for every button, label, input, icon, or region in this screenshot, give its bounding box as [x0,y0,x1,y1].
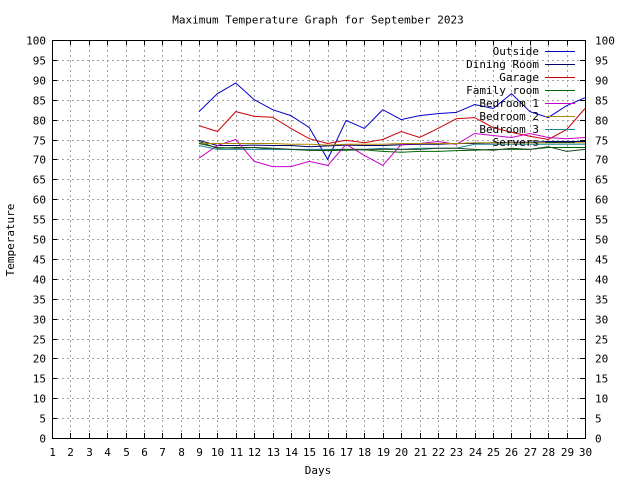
y-tick-label-left: 35 [33,294,46,307]
y-tick-label-right: 70 [595,154,608,167]
x-tick-label: 9 [196,446,203,459]
series-line-bedroom-2 [199,142,585,146]
y-tick-label-left: 55 [33,214,46,227]
y-tick-label-left: 65 [33,174,46,187]
legend-label-bedroom-3: Bedroom 3 [479,123,539,136]
x-tick-label: 2 [67,446,74,459]
y-axis-label: Temperature [4,204,17,277]
legend-label-outside: Outside [493,45,539,58]
y-tick-label-left: 10 [33,393,46,406]
series-line-outside [198,82,586,161]
y-tick-label-left: 95 [33,55,46,68]
y-tick-label-left: 25 [33,334,46,347]
legend-label-garage: Garage [499,71,539,84]
y-tick-label-right: 80 [595,115,608,128]
x-tick-label: 16 [322,446,335,459]
y-tick-label-right: 100 [595,35,615,48]
y-tick-label-left: 45 [33,254,46,267]
y-tick-label-right: 50 [595,234,608,247]
x-tick-label: 22 [432,446,445,459]
chart-title: Maximum Temperature Graph for September … [172,14,463,27]
legend-label-bedroom-1: Bedroom 1 [479,97,539,110]
legend-label-dining-room: Dining Room [466,58,539,71]
series-lines [198,82,586,168]
x-tick-label: 18 [358,446,371,459]
series-line-bedroom-1 [198,132,586,168]
x-tick-label: 30 [579,446,592,459]
y-tick-label-left: 20 [33,353,46,366]
y-tick-label-left: 50 [33,234,46,247]
x-tick-label: 17 [340,446,353,459]
x-tick-label: 13 [267,446,280,459]
x-axis-label: Days [305,464,332,477]
y-tick-label-left: 15 [33,373,46,386]
y-tick-label-right: 30 [595,314,608,327]
x-tick-label: 4 [104,446,111,459]
series-line-garage [198,108,586,145]
y-tick-label-left: 0 [39,433,46,446]
x-tick-label: 23 [450,446,463,459]
y-tick-label-left: 75 [33,135,46,148]
grid-lines [52,40,585,438]
y-tick-label-right: 20 [595,353,608,366]
x-tick-label: 7 [159,446,166,459]
legend-label-family-room: Family room [466,84,539,97]
y-tick-label-right: 25 [595,334,608,347]
x-tick-label: 10 [211,446,224,459]
y-tick-label-right: 60 [595,194,608,207]
y-tick-label-right: 5 [595,413,602,426]
x-tick-label: 19 [377,446,390,459]
x-tick-label: 5 [123,446,130,459]
y-tick-label-left: 90 [33,75,46,88]
y-tick-label-right: 40 [595,274,608,287]
series-line-servers [198,143,586,152]
y-tick-label-right: 65 [595,174,608,187]
y-tick-label-right: 55 [595,214,608,227]
x-tick-label: 28 [542,446,555,459]
x-tick-label: 27 [524,446,537,459]
y-tick-label-left: 85 [33,95,46,108]
x-tick-label: 1 [49,446,56,459]
y-tick-label-left: 30 [33,314,46,327]
y-tick-label-right: 75 [595,135,608,148]
plot-frame [52,40,586,439]
x-tick-label: 14 [285,446,299,459]
x-tick-label: 26 [505,446,518,459]
y-tick-label-left: 40 [33,274,46,287]
y-tick-label-right: 10 [595,393,608,406]
x-tick-label: 15 [303,446,316,459]
series-line-family-room [198,141,585,153]
x-tick-label: 29 [561,446,574,459]
y-tick-label-left: 70 [33,154,46,167]
y-tick-label-right: 15 [595,373,608,386]
x-tick-label: 24 [469,446,483,459]
x-tick-label: 8 [178,446,185,459]
y-tick-label-left: 5 [39,413,46,426]
x-tick-label: 3 [86,446,93,459]
x-tick-label: 11 [230,446,243,459]
x-tick-label: 25 [487,446,500,459]
y-tick-label-right: 85 [595,95,608,108]
legend-label-bedroom-2: Bedroom 2 [479,110,539,123]
y-tick-label-right: 95 [595,55,608,68]
y-tick-label-right: 90 [595,75,608,88]
series-line-bedroom-3 [198,143,585,150]
y-tick-label-left: 80 [33,115,46,128]
y-tick-label-right: 0 [595,433,602,446]
legend-label-servers: Servers [493,136,539,149]
x-tick-label: 12 [248,446,261,459]
y-tick-label-left: 60 [33,194,46,207]
y-tick-label-right: 35 [595,294,608,307]
x-tick-label: 21 [414,446,427,459]
y-tick-label-left: 100 [26,35,46,48]
x-tick-label: 6 [141,446,148,459]
y-tick-label-right: 45 [595,254,608,267]
x-tick-label: 20 [395,446,408,459]
